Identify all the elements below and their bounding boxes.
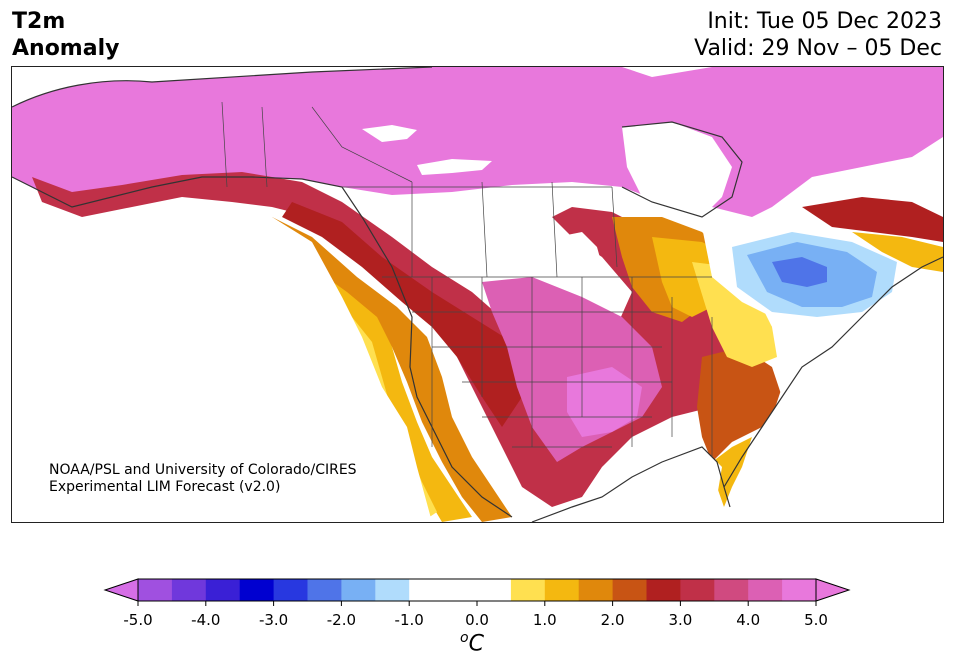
great-slave-lake [417,159,492,175]
title-line-1: T2m [12,9,66,34]
warm-labrador-gold [852,232,943,272]
warm-labrador-red [802,197,943,242]
gulf-of-mexico [592,447,722,522]
unit-letter: C [468,631,484,657]
map-svg [12,67,943,522]
colorbar-segment [138,579,173,601]
colorbar-segment [680,579,715,601]
coastline [12,67,943,522]
colorbar-segment [748,579,783,601]
credit-line-1: NOAA/PSL and University of Colorado/CIRE… [49,462,357,478]
map-title: T2m Anomaly [12,8,119,62]
colorbar-segment [341,579,376,601]
colorbar-tick-label: 5.0 [804,611,828,629]
warm-southeast [697,347,782,462]
warm-band-dark-red [282,202,532,427]
colorbar-segment [578,579,614,601]
colorbar-segment [307,579,342,601]
colorbar-tick-label: 2.0 [601,611,625,629]
political-borders [221,101,713,457]
colorbar-tick-label: -3.0 [259,611,288,629]
colorbar-segment [612,579,647,601]
colorbar-extend-max [815,578,851,602]
valid-period: Valid: 29 Nov – 05 Dec [694,36,942,61]
colorbar-tick-label: -2.0 [327,611,356,629]
warm-band-orange [272,217,512,522]
warm-great-lakes-yellow [692,262,777,367]
warm-southeast-gold [712,437,752,507]
forecast-dates: Init: Tue 05 Dec 2023 Valid: 29 Nov – 05… [694,8,942,62]
colorbar-segment [646,579,681,601]
unit-degree: o [460,630,469,646]
anomaly-map: NOAA/PSL and University of Colorado/CIRE… [11,66,944,523]
colorbar-segment [273,579,308,601]
colorbar-tick-label: 1.0 [533,611,557,629]
init-date: Init: Tue 05 Dec 2023 [707,9,942,34]
credit-text: NOAA/PSL and University of Colorado/CIRE… [49,462,357,496]
hudson-bay [622,122,732,217]
colorbar-segment [205,579,241,601]
colorbar-segment [375,579,410,601]
colorbar-segment [782,579,817,601]
colorbar-segment [544,579,580,601]
pacific-ocean [12,217,432,522]
atlantic-ocean [712,277,943,522]
credit-line-2: Experimental LIM Forecast (v2.0) [49,479,281,495]
colorbar-tick-label: 3.0 [668,611,692,629]
colorbar-tick-label: -4.0 [191,611,220,629]
colorbar-segment [409,579,444,601]
colorbar-ticks: -5.0 -4.0 -3.0 -2.0 -1.0 0.0 1.0 2.0 3.0 4.0 5.0 [123,601,828,629]
colorbar-boxes [103,578,851,602]
colorbar-tick-label: 4.0 [736,611,760,629]
colorbar-segment [510,579,546,601]
colorbar-extend-min [103,578,139,602]
colorbar-tick-label: -1.0 [395,611,424,629]
lake-winnipeg [567,232,602,265]
colorbar-tick-label: -5.0 [123,611,152,629]
cold-core-blue [772,257,827,287]
colorbar-segment [714,579,749,601]
great-bear-lake [362,125,417,142]
colorbar-unit: oC [460,630,484,656]
warm-interior-max [567,367,642,437]
colorbar-tick-label: 0.0 [465,611,489,629]
title-line-2: Anomaly [12,36,120,61]
colorbar-segment [239,579,275,601]
colorbar-segment [171,579,207,601]
colorbar-segment [443,579,512,601]
